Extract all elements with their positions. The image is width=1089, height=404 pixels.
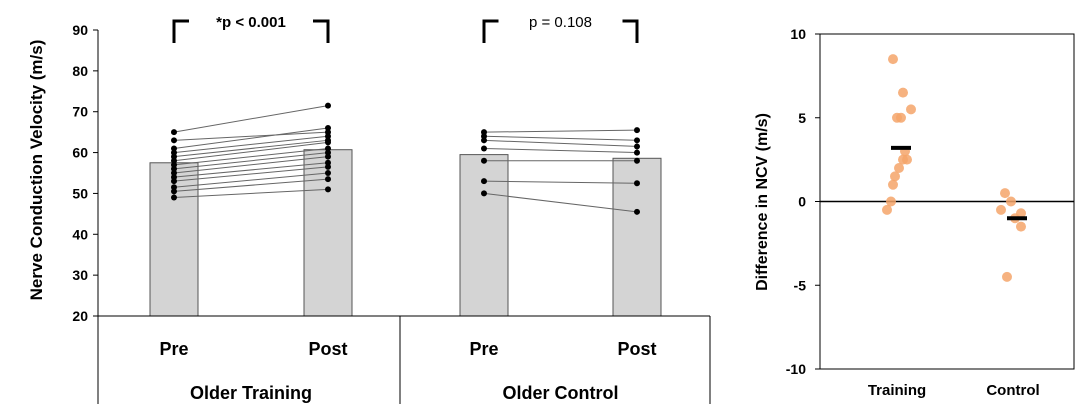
- data-point-post: [325, 186, 331, 193]
- data-point-post: [634, 127, 640, 134]
- data-point-pre: [171, 137, 177, 144]
- data-point-pre: [171, 184, 177, 191]
- group-label: Older Control: [503, 383, 619, 403]
- x-tick-label-post: Post: [617, 339, 656, 359]
- subject-line: [483, 180, 638, 184]
- right-y-tick-label: 0: [798, 194, 806, 210]
- right-y-tick-label: 10: [790, 26, 806, 42]
- difference-point: [1002, 271, 1012, 282]
- data-point-post: [325, 102, 331, 109]
- x-tick-label-post: Post: [308, 339, 347, 359]
- data-point-pre: [481, 145, 487, 152]
- difference-point: [896, 112, 906, 123]
- subject-line: [173, 147, 329, 166]
- subject-line: [173, 135, 329, 154]
- subject-line: [483, 192, 638, 213]
- subject-line: [483, 129, 638, 133]
- data-point-post: [634, 208, 640, 215]
- subject-line: [173, 131, 329, 141]
- data-point-post: [634, 180, 640, 187]
- data-point-post: [325, 176, 331, 183]
- data-point-post: [634, 149, 640, 156]
- left-y-tick-label: 20: [72, 308, 88, 324]
- data-point-post: [325, 129, 331, 136]
- data-point-post: [325, 145, 331, 152]
- left-y-tick-label: 80: [72, 63, 88, 79]
- subject-line: [173, 152, 329, 170]
- data-point-pre: [171, 129, 177, 136]
- subject-line: [173, 162, 329, 178]
- left-y-axis-label: Nerve Conduction Velocity (m/s): [27, 40, 46, 301]
- left-y-tick-label: 60: [72, 145, 88, 161]
- data-point-pre: [481, 190, 487, 197]
- difference-point: [1000, 188, 1010, 199]
- subject-line: [483, 147, 638, 154]
- subject-line: [173, 172, 329, 188]
- subject-line: [173, 127, 329, 149]
- ncv-difference-scatter: Difference in NCV (m/s) -10 -5 0 5 10 Traini…: [754, 26, 1075, 399]
- data-point-post: [325, 170, 331, 176]
- left-y-tick-label: 50: [72, 185, 88, 201]
- data-point-pre: [171, 145, 177, 152]
- x-tick-label-pre: Pre: [159, 339, 188, 359]
- left-y-tick-label: 40: [72, 226, 88, 242]
- difference-point: [898, 87, 908, 98]
- data-point-pre: [481, 157, 487, 164]
- subject-line: [173, 105, 329, 133]
- data-point-post: [634, 137, 640, 144]
- significance-bracket-left: [482, 19, 499, 43]
- significance-bracket-right: [313, 19, 330, 43]
- data-point-post: [634, 143, 640, 150]
- data-point-post: [634, 157, 640, 164]
- right-y-tick-label: -10: [786, 361, 806, 377]
- left-y-tick-label: 90: [72, 22, 88, 38]
- left-y-tick-label: 70: [72, 104, 88, 120]
- difference-point: [886, 196, 896, 207]
- data-point-pre: [171, 194, 177, 201]
- subject-line: [173, 188, 329, 199]
- subject-line: [173, 156, 329, 174]
- difference-point: [882, 204, 892, 215]
- difference-point: [996, 204, 1006, 215]
- significance-label: p = 0.108: [529, 14, 592, 31]
- difference-point: [890, 171, 900, 182]
- subject-line: [173, 166, 329, 182]
- data-point-pre: [481, 178, 487, 185]
- significance-label: *p < 0.001: [216, 14, 286, 31]
- data-point-post: [325, 159, 331, 166]
- subject-line: [173, 178, 329, 192]
- left-y-tick-label: 30: [72, 267, 88, 283]
- difference-point: [898, 154, 908, 165]
- subject-line: [173, 141, 329, 162]
- x-tick-label-pre: Pre: [469, 339, 498, 359]
- difference-point: [906, 104, 916, 115]
- significance-bracket-right: [622, 19, 639, 43]
- difference-point: [888, 179, 898, 190]
- ncv-bar-chart: Nerve Conduction Velocity (m/s) 20 30 40 50…: [27, 14, 711, 404]
- data-point-pre: [481, 129, 487, 136]
- right-y-tick-label: 5: [798, 110, 806, 126]
- bar-post: [612, 157, 662, 317]
- difference-point: [894, 163, 904, 173]
- right-y-tick-label: -5: [794, 277, 807, 293]
- right-y-axis-label: Difference in NCV (m/s): [754, 113, 771, 291]
- subject-line: [483, 135, 638, 141]
- right-x-tick-label-control: Control: [986, 382, 1039, 399]
- subject-line: [483, 139, 638, 147]
- difference-point: [1006, 196, 1016, 207]
- group-label: Older Training: [190, 383, 312, 403]
- difference-point: [888, 54, 898, 65]
- significance-bracket-left: [172, 19, 189, 43]
- right-x-tick-label-training: Training: [868, 382, 926, 399]
- subject-line: [173, 139, 329, 158]
- difference-point: [1016, 221, 1026, 232]
